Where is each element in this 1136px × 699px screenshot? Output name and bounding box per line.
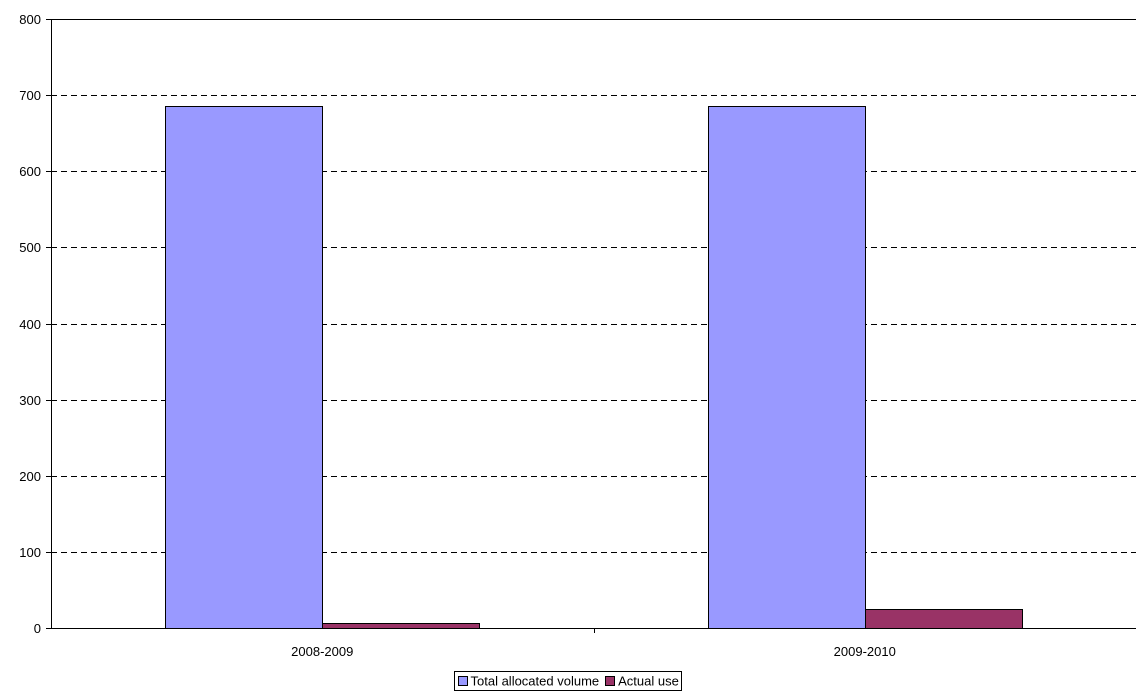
y-tick-label-600: 600	[19, 164, 41, 179]
y-tick-label-200: 200	[19, 469, 41, 484]
bar-actual-use-2008-2009	[322, 623, 480, 629]
y-tick-label-0: 0	[34, 621, 41, 636]
x-tick-label-2008-2009: 2008-2009	[291, 644, 353, 659]
y-tick-label-400: 400	[19, 317, 41, 332]
legend-swatch-actual-use	[605, 676, 615, 686]
y-tick-label-300: 300	[19, 393, 41, 408]
legend-label-actual-use: Actual use	[618, 674, 679, 689]
legend-box	[454, 671, 682, 691]
y-tick-label-100: 100	[19, 545, 41, 560]
x-tick-label-2009-2010: 2009-2010	[834, 644, 896, 659]
y-axis-tick-labels: 0 100 200 300 400 500 600 700 800	[19, 12, 51, 636]
legend: Total allocated volume Actual use	[454, 671, 682, 691]
legend-swatch-total-allocated-volume	[458, 676, 468, 686]
y-tick-label-800: 800	[19, 12, 41, 27]
bar-total-allocated-volume-2009-2010	[708, 106, 866, 629]
y-tick-label-700: 700	[19, 88, 41, 103]
bar-actual-use-2009-2010	[865, 609, 1023, 629]
x-axis-tick-labels: 2008-2009 2009-2010	[291, 628, 896, 659]
bar-total-allocated-volume-2008-2009	[165, 106, 323, 629]
legend-label-total-allocated-volume: Total allocated volume	[471, 674, 600, 689]
bars	[165, 106, 1023, 629]
y-tick-label-500: 500	[19, 240, 41, 255]
